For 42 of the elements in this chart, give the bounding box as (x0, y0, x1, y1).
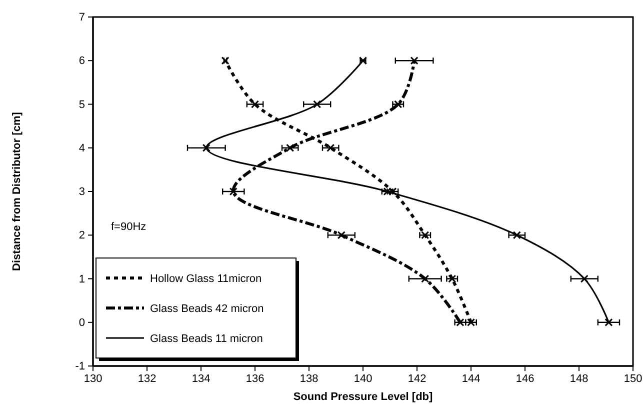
point (286, 144, 294, 152)
point (250, 100, 260, 108)
x-tick-label: 144 (462, 372, 480, 385)
y-axis-title: Distance from Distributor [cm] (11, 112, 23, 271)
point (221, 56, 230, 65)
y-tick-label: 1 (78, 273, 85, 286)
x-tick-label: 142 (408, 372, 426, 385)
point (421, 274, 430, 283)
annotation: f=90Hz (111, 221, 146, 233)
point (410, 56, 418, 65)
point (337, 231, 346, 240)
y-tick-label: 7 (78, 12, 85, 24)
x-tick-label: 146 (516, 372, 534, 385)
point (448, 274, 456, 283)
y-tick-label: 5 (78, 98, 85, 111)
x-tick-label: 134 (192, 372, 210, 385)
point (229, 187, 238, 196)
point (313, 100, 322, 108)
point (421, 231, 430, 240)
legend-label: Hollow Glass 11micron (150, 273, 262, 285)
point (580, 274, 588, 283)
point (326, 144, 335, 152)
y-tick-label: 2 (78, 230, 85, 242)
x-tick-label: 132 (138, 372, 156, 385)
x-tick-label: 150 (624, 372, 642, 385)
y-tick-label: 0 (78, 316, 85, 329)
point (512, 231, 521, 240)
legend-label: Glass Beads 11 micron (150, 333, 263, 345)
x-axis-title: Sound Pressure Level [db] (293, 391, 434, 403)
x-tick-label: 148 (570, 372, 588, 385)
x-tick-label: 140 (354, 372, 372, 385)
point (604, 318, 613, 326)
point (202, 144, 210, 152)
x-tick-label: 136 (246, 372, 264, 385)
y-tick-label: 4 (78, 142, 85, 154)
y-tick-label: -1 (75, 360, 85, 373)
x-tick-label: 130 (84, 372, 102, 385)
x-tick-label: 138 (300, 372, 318, 385)
y-tick-label: 3 (78, 186, 85, 198)
y-tick-label: 6 (78, 55, 85, 68)
point (394, 100, 402, 108)
legend-label: Glass Beads 42 micron (150, 303, 264, 315)
